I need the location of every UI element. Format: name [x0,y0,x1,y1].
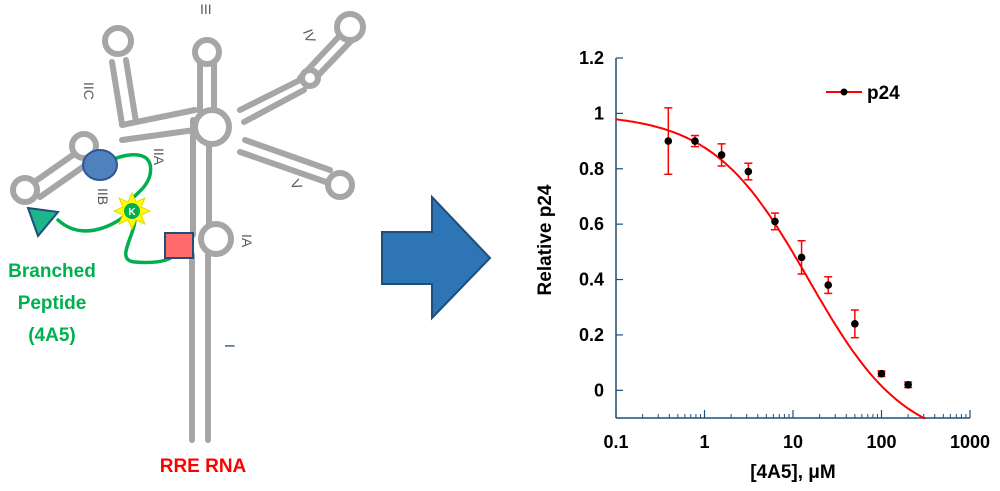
y-tick-label: 0.2 [579,325,604,345]
stem-label-IV: IV [300,27,320,46]
rna-backbone [27,27,355,443]
lysine-node [124,203,140,219]
rre-rna-structure: III IV IIC IIA IIB V IA I [10,1,366,443]
chart-legend: p24 [826,83,900,104]
x-axis-label: [4A5], μM [750,462,836,483]
stem-label-V: V [287,177,306,193]
x-tick-label: 1000 [950,432,990,452]
data-point [664,137,673,145]
lysine-label: K [128,207,136,218]
stem-label-IIC: IIC [81,82,97,100]
y-tick-label: 1.2 [579,48,604,68]
stem-label-IA: IA [239,234,255,248]
y-tick-label: 0.6 [579,214,604,234]
data-point [824,281,833,289]
stem-label-III: III [200,1,212,17]
x-tick-label: 0.1 [603,432,628,452]
x-tick-label: 10 [783,432,803,452]
square-binding-group [164,232,194,259]
arrow-right-icon [381,194,492,321]
branched-peptide: K [26,149,194,265]
y-axis-label: Relative p24 [535,184,556,295]
triangle-binding-group [26,206,60,238]
x-tick-label: 1 [699,432,709,452]
rna-loops [10,11,366,257]
rna-label: RRE RNA [160,456,247,477]
y-tick-label: 0 [594,380,604,400]
data-point [877,369,886,378]
circle-binding-group [82,149,118,181]
legend-label: p24 [867,83,900,104]
dose-response-chart: 0 0.2 0.4 0.6 0.8 1 1.2 0.1 1 10 100 1000 Relative … [535,48,990,483]
chart-data-points [664,107,913,389]
peptide-label-line-2: Peptide [18,293,87,314]
peptide-label-line-3: (4A5) [28,325,76,346]
data-point [797,253,806,262]
chart-ticks: 0 0.2 0.4 0.6 0.8 1 1.2 0.1 1 10 100 1000 [579,48,990,452]
data-point [904,380,912,389]
data-point [717,151,726,159]
chart-axes [615,58,970,419]
data-point [744,167,753,176]
peptide-label-line-1: Branched [8,261,96,282]
data-point [691,137,699,145]
stem-label-IIB: IIB [95,188,111,205]
stem-label-I: I [222,344,238,348]
y-tick-label: 1 [594,103,604,123]
stem-label-IIA: IIA [151,148,167,166]
peptide-label: Branched Peptide (4A5) [8,261,96,346]
y-tick-label: 0.4 [579,270,604,290]
data-point [851,320,859,328]
y-tick-label: 0.8 [579,159,604,179]
x-tick-label: 100 [866,432,896,452]
data-point [771,217,779,226]
legend-marker [840,88,848,96]
